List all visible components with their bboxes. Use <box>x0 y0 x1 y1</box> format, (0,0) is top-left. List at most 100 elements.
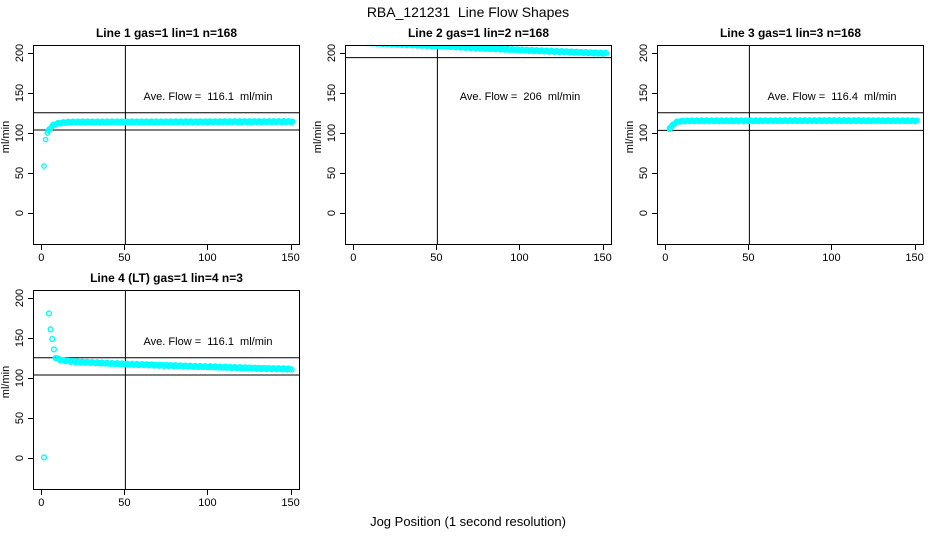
x-tick-label: 150 <box>281 252 300 264</box>
x-tick-label: 150 <box>593 252 612 264</box>
y-tick-mark <box>652 173 657 174</box>
data-point <box>384 46 390 48</box>
x-tick-label: 50 <box>742 252 755 264</box>
subplot-line-1: Line 1 gas=1 lin=1 n=168 ml/min Ave. Flo… <box>0 26 300 264</box>
y-tick-label: 0 <box>326 209 338 217</box>
data-point <box>45 310 53 317</box>
x-tick-mark <box>436 245 438 250</box>
x-tick-mark <box>665 245 667 250</box>
y-tick-mark <box>28 378 33 379</box>
y-tick-label: 100 <box>14 368 26 388</box>
data-point <box>47 326 54 333</box>
ave-flow-annotation: Ave. Flow = 116.4 ml/min <box>767 91 897 103</box>
x-tick-label: 150 <box>905 252 924 264</box>
y-tick-mark <box>652 213 657 214</box>
subplot-line-3: Line 3 gas=1 lin=3 n=168 ml/min Ave. Flo… <box>624 26 924 264</box>
x-tick-label: 50 <box>118 252 131 264</box>
x-tick-mark <box>290 490 292 495</box>
data-point <box>419 46 425 49</box>
x-tick-mark <box>41 490 43 495</box>
data-point <box>415 46 421 48</box>
x-tick-label: 50 <box>430 252 443 264</box>
data-point <box>410 46 416 48</box>
y-tick-label: 200 <box>14 43 26 63</box>
x-tick-label: 0 <box>662 252 669 264</box>
data-point <box>40 454 48 461</box>
scatter-canvas <box>658 46 923 244</box>
y-tick-label: 50 <box>638 166 650 180</box>
y-tick-label: 50 <box>14 411 26 425</box>
plot-area: Ave. Flow = 116.4 ml/min <box>657 45 924 245</box>
x-tick-mark <box>207 245 209 250</box>
x-tick-mark <box>831 245 833 250</box>
y-axis-label: ml/min <box>624 120 636 154</box>
y-tick-label: 0 <box>14 454 26 462</box>
y-tick-mark <box>652 53 657 54</box>
x-tick-mark <box>41 245 43 250</box>
y-tick-label: 200 <box>14 288 26 308</box>
y-tick-label: 200 <box>638 43 650 63</box>
y-tick-label: 100 <box>14 123 26 143</box>
y-tick-label: 150 <box>326 83 338 103</box>
x-tick-label: 100 <box>510 252 529 264</box>
data-point <box>289 118 296 125</box>
y-tick-mark <box>28 458 33 459</box>
y-tick-mark <box>652 93 657 94</box>
data-point <box>913 117 920 124</box>
y-tick-label: 200 <box>326 43 338 63</box>
y-tick-mark <box>340 213 345 214</box>
subplot-line-4-lt: Line 4 (LT) gas=1 lin=4 n=3 ml/min Ave. … <box>0 271 300 509</box>
subplot-line-2: Line 2 gas=1 lin=2 n=168 ml/min Ave. Flo… <box>312 26 612 264</box>
data-point <box>41 163 47 169</box>
y-tick-mark <box>28 298 33 299</box>
data-point <box>399 46 405 49</box>
x-tick-mark <box>748 245 750 250</box>
x-tick-mark <box>602 245 604 250</box>
scatter-canvas <box>34 46 299 244</box>
y-tick-label: 100 <box>638 123 650 143</box>
y-tick-label: 0 <box>14 209 26 217</box>
scatter-canvas <box>34 291 299 489</box>
plot-area: Ave. Flow = 116.1 ml/min <box>33 290 300 490</box>
data-point <box>414 46 420 49</box>
x-tick-label: 100 <box>198 497 217 509</box>
subplot-title: Line 4 (LT) gas=1 lin=4 n=3 <box>90 271 243 285</box>
data-point <box>389 46 395 48</box>
y-tick-label: 50 <box>326 166 338 180</box>
x-tick-mark <box>353 245 355 250</box>
subplot-title: Line 2 gas=1 lin=2 n=168 <box>407 26 550 40</box>
x-tick-mark <box>124 245 126 250</box>
figure-title: RBA_121231 Line Flow Shapes <box>366 4 570 20</box>
y-tick-mark <box>28 53 33 54</box>
data-point <box>288 366 295 373</box>
x-tick-label: 100 <box>198 252 217 264</box>
y-tick-mark <box>340 53 345 54</box>
data-point <box>603 50 610 56</box>
data-point <box>42 136 49 143</box>
plot-area: Ave. Flow = 206 ml/min <box>345 45 612 245</box>
y-axis-label: ml/min <box>312 120 324 154</box>
data-point <box>666 125 673 131</box>
data-point <box>49 335 56 343</box>
plot-area: Ave. Flow = 116.1 ml/min <box>33 45 300 245</box>
y-tick-mark <box>340 173 345 174</box>
y-tick-label: 150 <box>14 328 26 348</box>
x-tick-label: 0 <box>350 252 357 264</box>
y-axis-label: ml/min <box>0 365 12 399</box>
subplot-title: Line 1 gas=1 lin=1 n=168 <box>95 26 238 40</box>
data-point <box>394 46 400 48</box>
x-tick-mark <box>124 490 126 495</box>
y-tick-mark <box>28 93 33 94</box>
y-tick-label: 150 <box>14 83 26 103</box>
subplot-title: Line 3 gas=1 lin=3 n=168 <box>719 26 862 40</box>
x-tick-mark <box>207 490 209 495</box>
y-tick-label: 100 <box>326 123 338 143</box>
ave-flow-annotation: Ave. Flow = 116.1 ml/min <box>143 336 273 348</box>
y-tick-mark <box>28 133 33 134</box>
x-tick-label: 0 <box>38 252 45 264</box>
y-tick-label: 0 <box>638 209 650 217</box>
y-tick-mark <box>28 213 33 214</box>
scatter-canvas <box>346 46 611 244</box>
y-tick-label: 50 <box>14 166 26 180</box>
